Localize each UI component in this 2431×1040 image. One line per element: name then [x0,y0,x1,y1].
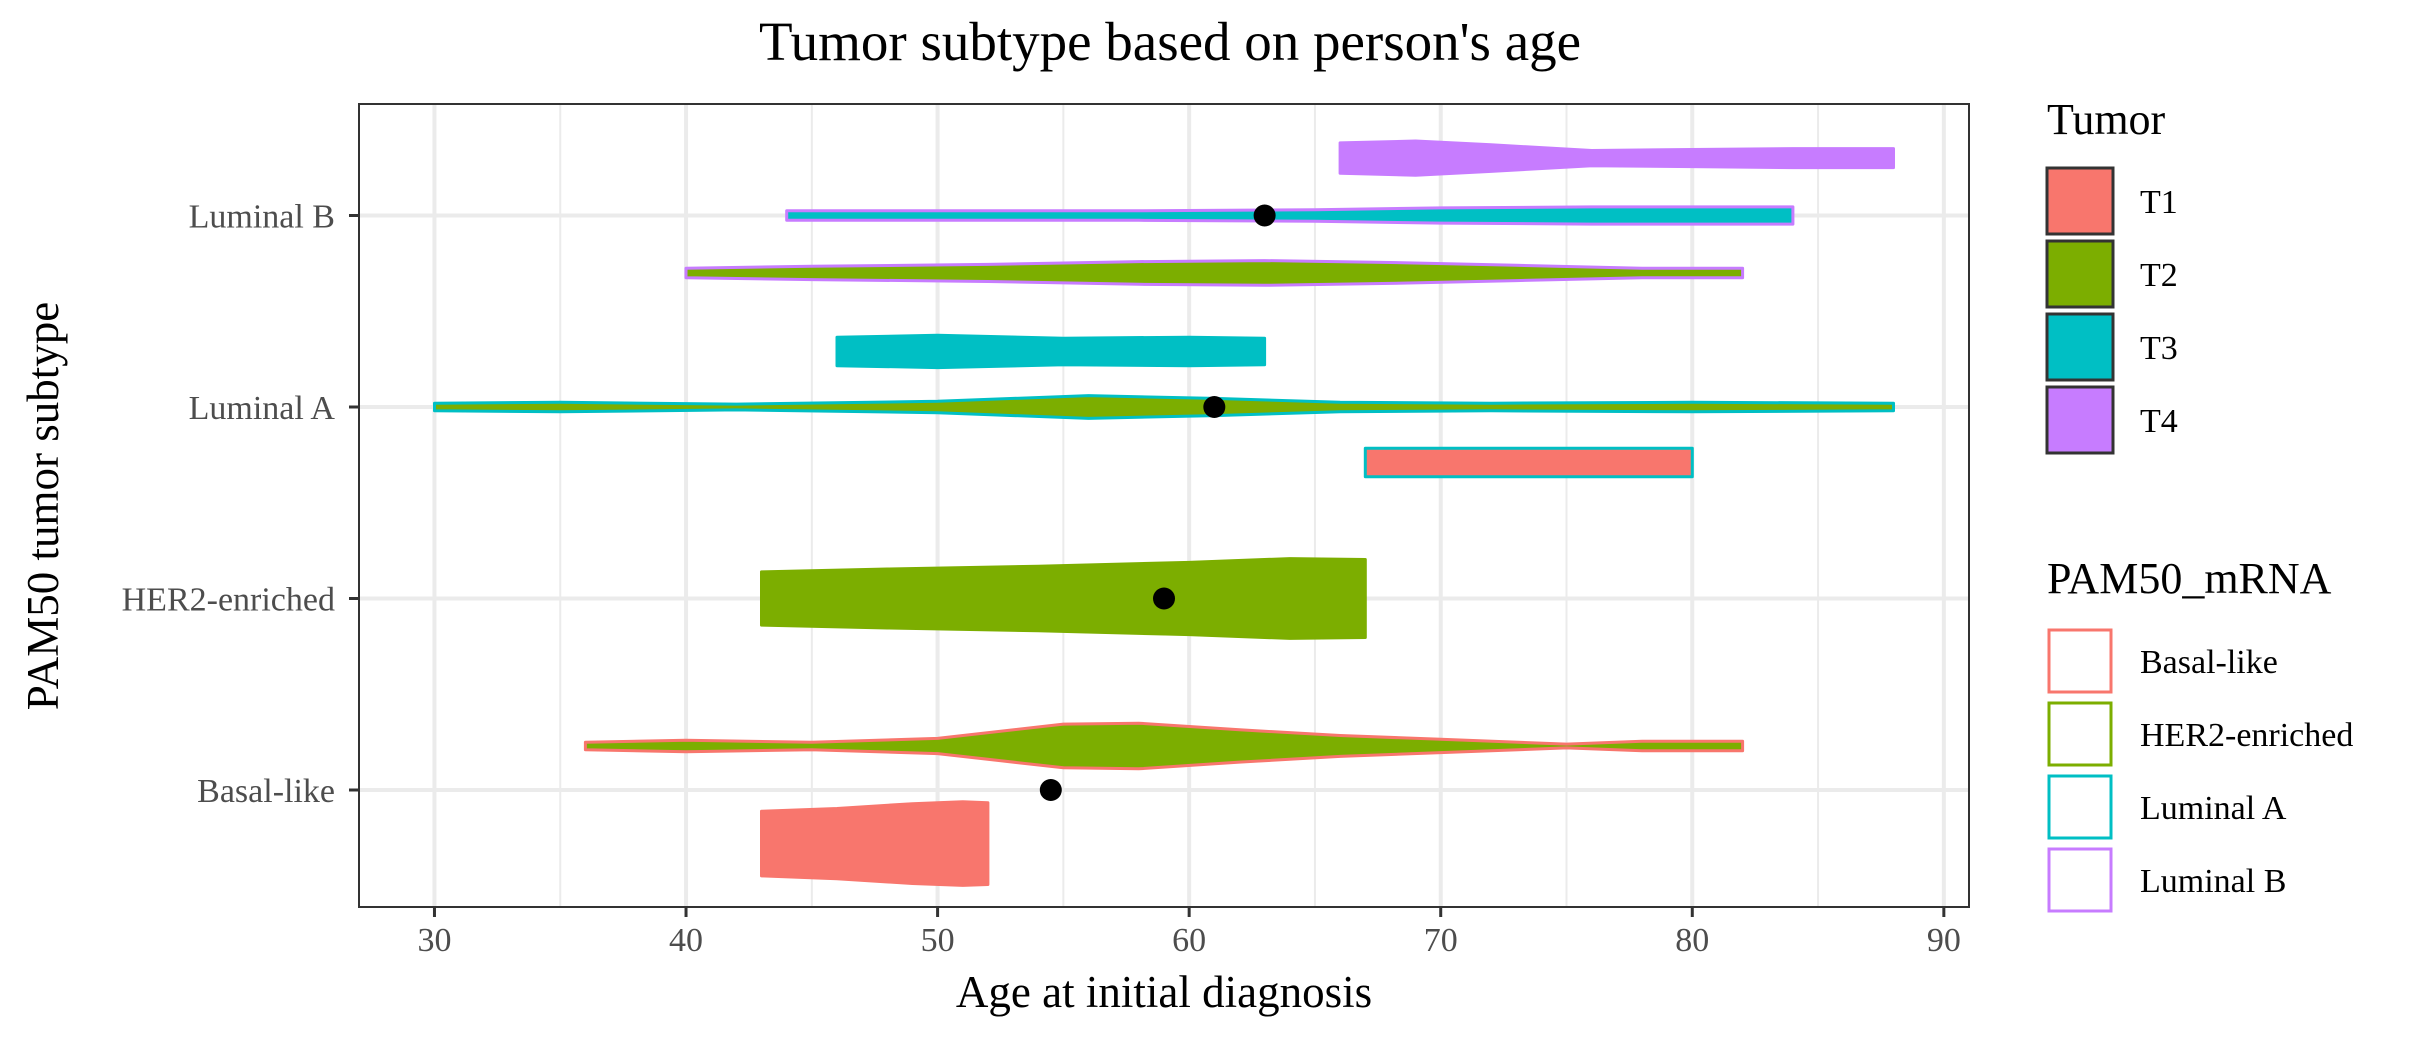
legend-label-t4: T4 [2140,403,2178,440]
y-tick-label: Luminal A [189,390,336,427]
tumor-legend-title: Tumor [2047,95,2166,144]
x-tick-label: 90 [1927,922,1961,959]
violin-her2-enriched-t2 [760,557,1367,640]
legend-label-luminal-a: Luminal A [2140,790,2287,827]
median-points [1039,204,1276,801]
legend-key-luminal-a [2047,774,2113,840]
legend-label-her2-enriched: HER2-enriched [2140,717,2353,754]
violin-luminal-b-t4 [1338,139,1895,177]
x-tick-label: 70 [1424,922,1458,959]
x-axis-title: Age at initial diagnosis [956,967,1372,1017]
violin-luminal-a-t3 [835,333,1267,370]
legend-label-luminal-b: Luminal B [2140,863,2286,900]
point-luminal-b [1253,204,1276,227]
pam50-legend: PAM50_mRNA Basal-like HER2-enriched Lumina… [2047,554,2353,913]
point-basal-like [1039,779,1062,801]
x-tick-label: 30 [417,922,451,959]
legend-key-basal-like [2047,628,2113,694]
x-tick-label: 40 [669,922,703,959]
y-axis: Basal-like HER2-enriched Luminal A Luminal … [122,199,359,810]
y-tick-label: Luminal B [189,199,335,236]
y-tick-label: HER2-enriched [122,582,335,619]
legend-key-t2 [2045,239,2115,309]
legend-key-her2-enriched [2047,701,2113,767]
legend-label-t1: T1 [2140,184,2178,221]
legend-label-basal-like: Basal-like [2140,644,2278,681]
violin-basal-like-t1 [760,800,990,887]
plot-panel [358,103,1970,908]
legend-label-t3: T3 [2140,330,2178,367]
x-tick-label: 50 [921,922,955,959]
legend-key-t3 [2045,312,2115,382]
point-her2-enriched [1153,587,1175,610]
violin-luminal-b-t2 [684,259,1745,287]
x-axis: 30 40 50 60 70 80 90 [417,907,1961,959]
panel-background [359,104,1969,907]
panel-border [358,103,1970,908]
pam50-legend-title: PAM50_mRNA [2047,554,2332,603]
point-luminal-a [1203,396,1226,418]
legend-key-t4 [2045,385,2115,455]
violin-luminal-b-t3 [785,205,1795,226]
violin-basal-like-t2 [583,721,1745,771]
x-tick-label: 60 [1172,922,1206,959]
legend-key-t1 [2045,166,2115,236]
legend-key-luminal-b [2047,847,2113,913]
violin-luminal-a-t1 [1363,446,1694,479]
y-axis-title: PAM50 tumor subtype [18,302,68,710]
x-tick-label: 80 [1675,922,1709,959]
chart-title: Tumor subtype based on person's age [759,11,1581,72]
violin-luminal-a-t2 [433,394,1895,420]
y-tick-label: Basal-like [197,773,335,810]
tumor-legend: Tumor T1 T2 T3 T4 [2045,95,2178,455]
legend-label-t2: T2 [2140,257,2178,294]
